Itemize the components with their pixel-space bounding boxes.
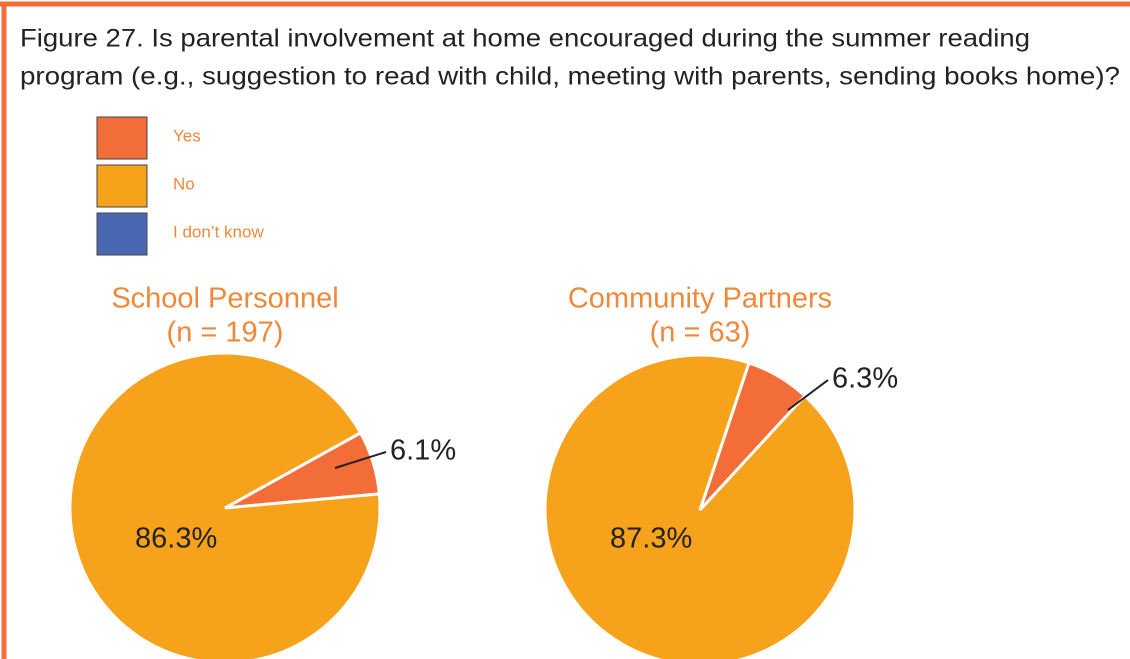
pie-title: Community Partners: [568, 283, 832, 315]
pie-slice: [543, 353, 857, 659]
legend-label: No: [173, 174, 195, 193]
leader-line: [787, 379, 829, 411]
pie-subtitle: (n = 63): [650, 317, 751, 349]
pie-title: School Personnel: [111, 283, 338, 315]
legend-label: Yes: [173, 126, 201, 145]
pie-subtitle: (n = 197): [167, 317, 284, 349]
legend-swatch: [96, 212, 148, 256]
legend-swatch: [96, 164, 148, 208]
title-line: Figure 27. Is parental involvement at ho…: [20, 25, 1030, 53]
pie-slice: [68, 351, 382, 659]
slice-label: 6.1%: [390, 435, 456, 467]
slice-label: 87.3%: [610, 523, 692, 555]
legend-swatch: [96, 116, 148, 160]
legend-label: I don’t know: [173, 222, 264, 241]
slice-label: 86.3%: [135, 523, 217, 555]
slice-label: 6.3%: [832, 363, 898, 395]
leader-line: [334, 451, 387, 469]
title-line: program (e.g., suggestion to read with c…: [20, 63, 1120, 91]
